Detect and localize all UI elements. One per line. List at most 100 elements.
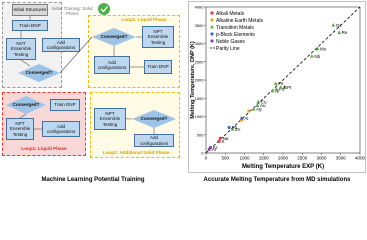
legend-label: Transition Metals <box>216 25 254 31</box>
point <box>331 23 336 27</box>
point <box>255 103 260 107</box>
caption: Accurate Melting Temperature from MD sim… <box>203 177 351 183</box>
y-axis-label: Melting Temperature, DNP (K) <box>190 41 196 119</box>
point-label: Ar <box>212 147 217 152</box>
legend-label: Noble Gases <box>216 39 245 45</box>
decision: Converged? <box>6 96 46 114</box>
node: Add configurations <box>42 121 80 137</box>
x-tick-label: 3000 <box>316 156 327 161</box>
node: Add configurations <box>134 134 174 147</box>
point-label: Os <box>336 23 343 28</box>
arrow <box>19 113 27 119</box>
decision: Converged? <box>92 28 136 46</box>
point <box>218 136 222 140</box>
arrow <box>59 36 93 74</box>
loop-label: Loop1: Liquid Phase <box>21 146 67 151</box>
legend-label: Alkali Metals <box>216 11 245 17</box>
legend-label: p-Block Elements <box>216 32 255 38</box>
legend-label: Alkaline Earth Metals <box>216 18 263 24</box>
y-tick-label: 3500 <box>195 23 205 28</box>
node: NPT Ensemble Testing <box>6 118 34 140</box>
y-tick-label: 1500 <box>195 96 205 101</box>
point <box>309 54 314 58</box>
point <box>230 127 235 131</box>
x-tick-label: 1500 <box>259 156 270 161</box>
point <box>251 107 256 111</box>
node: NPT Ensemble Testing <box>94 108 126 130</box>
x-tick-label: 2500 <box>297 156 308 161</box>
x-tick-label: 0 <box>205 156 208 161</box>
x-axis-label: Melting Temperature EXP (K) <box>242 164 324 170</box>
point-label: Na <box>223 136 229 141</box>
point-label: Re <box>342 30 348 35</box>
node: NPT Ensemble Testing <box>142 26 174 48</box>
x-tick-label: 2000 <box>278 156 289 161</box>
point-label: K <box>221 139 224 144</box>
y-tick-label: 1000 <box>195 114 205 119</box>
point <box>315 46 320 51</box>
point <box>270 88 275 93</box>
point-label: Au <box>260 103 266 108</box>
point <box>247 109 251 113</box>
point-label: Ti <box>283 85 287 90</box>
point <box>217 139 221 143</box>
point-label: Zn <box>235 127 241 132</box>
legend-marker <box>210 39 214 43</box>
point <box>337 30 342 34</box>
y-tick-label: 500 <box>197 132 204 137</box>
y-tick-label: 2500 <box>195 59 205 64</box>
point <box>240 116 244 120</box>
point-label: Pd <box>279 87 285 92</box>
caption: Machine Learning Potential Training <box>41 177 145 183</box>
legend-marker <box>210 18 214 22</box>
point <box>227 125 231 130</box>
x-tick-label: 4000 <box>355 156 366 161</box>
page: {"diagram": { "nodes": ["Initial Structu… <box>2 1 366 183</box>
node-label: Initial Training: Solid Phase <box>51 5 93 16</box>
point <box>256 99 261 104</box>
point-label: Pt <box>287 85 292 90</box>
loop-label: Loop2: Additional Solid Phase <box>102 150 170 155</box>
x-tick-label: 3500 <box>336 156 347 161</box>
point-label: Fe <box>278 81 284 86</box>
point <box>274 86 279 91</box>
point <box>208 145 213 150</box>
node: Train DNP <box>50 99 80 111</box>
point-label: Kr <box>213 145 218 150</box>
node: Add configurations <box>42 38 80 52</box>
arrow <box>20 59 31 67</box>
point <box>273 81 278 86</box>
parity-line <box>205 6 361 154</box>
diagram-arrows <box>19 3 155 134</box>
point <box>278 85 283 89</box>
point-label: Ni <box>275 88 279 93</box>
legend-marker <box>210 11 214 15</box>
legend-marker <box>210 24 214 29</box>
node: Train DNP <box>12 20 48 31</box>
check-mark <box>100 6 109 13</box>
legend-marker <box>210 32 214 36</box>
y-tick-label: 0 <box>201 151 204 156</box>
plot-area <box>205 6 361 154</box>
legend-label: Parity Line <box>216 46 240 52</box>
point-label: Nb <box>314 54 320 59</box>
decision: Converged? <box>18 64 60 82</box>
point-label: Ag <box>256 107 262 112</box>
x-tick-label: 1000 <box>239 156 250 161</box>
point-label: Pb <box>232 125 238 130</box>
x-tick-label: 500 <box>221 156 229 161</box>
decision: Converged? <box>132 110 176 128</box>
y-tick-label: 2000 <box>195 78 205 83</box>
node: Initial Structures <box>12 4 48 16</box>
node: NVT Ensemble Testing <box>6 38 36 60</box>
loop-label: Loop1: Liquid Phase <box>121 17 167 22</box>
node: Add configurations <box>94 56 130 74</box>
y-tick-label: 4000 <box>195 5 205 10</box>
y-tick-label: 3000 <box>195 41 205 46</box>
point <box>282 85 287 89</box>
chart: 0 500 1000 1500 2000 2500 3000 3500 4000 0 500 1000… <box>188 1 366 173</box>
point-label: Mo <box>320 46 327 51</box>
check-icon <box>98 3 110 15</box>
point-label: Cu <box>261 99 267 104</box>
point-label: Al <box>244 116 248 121</box>
